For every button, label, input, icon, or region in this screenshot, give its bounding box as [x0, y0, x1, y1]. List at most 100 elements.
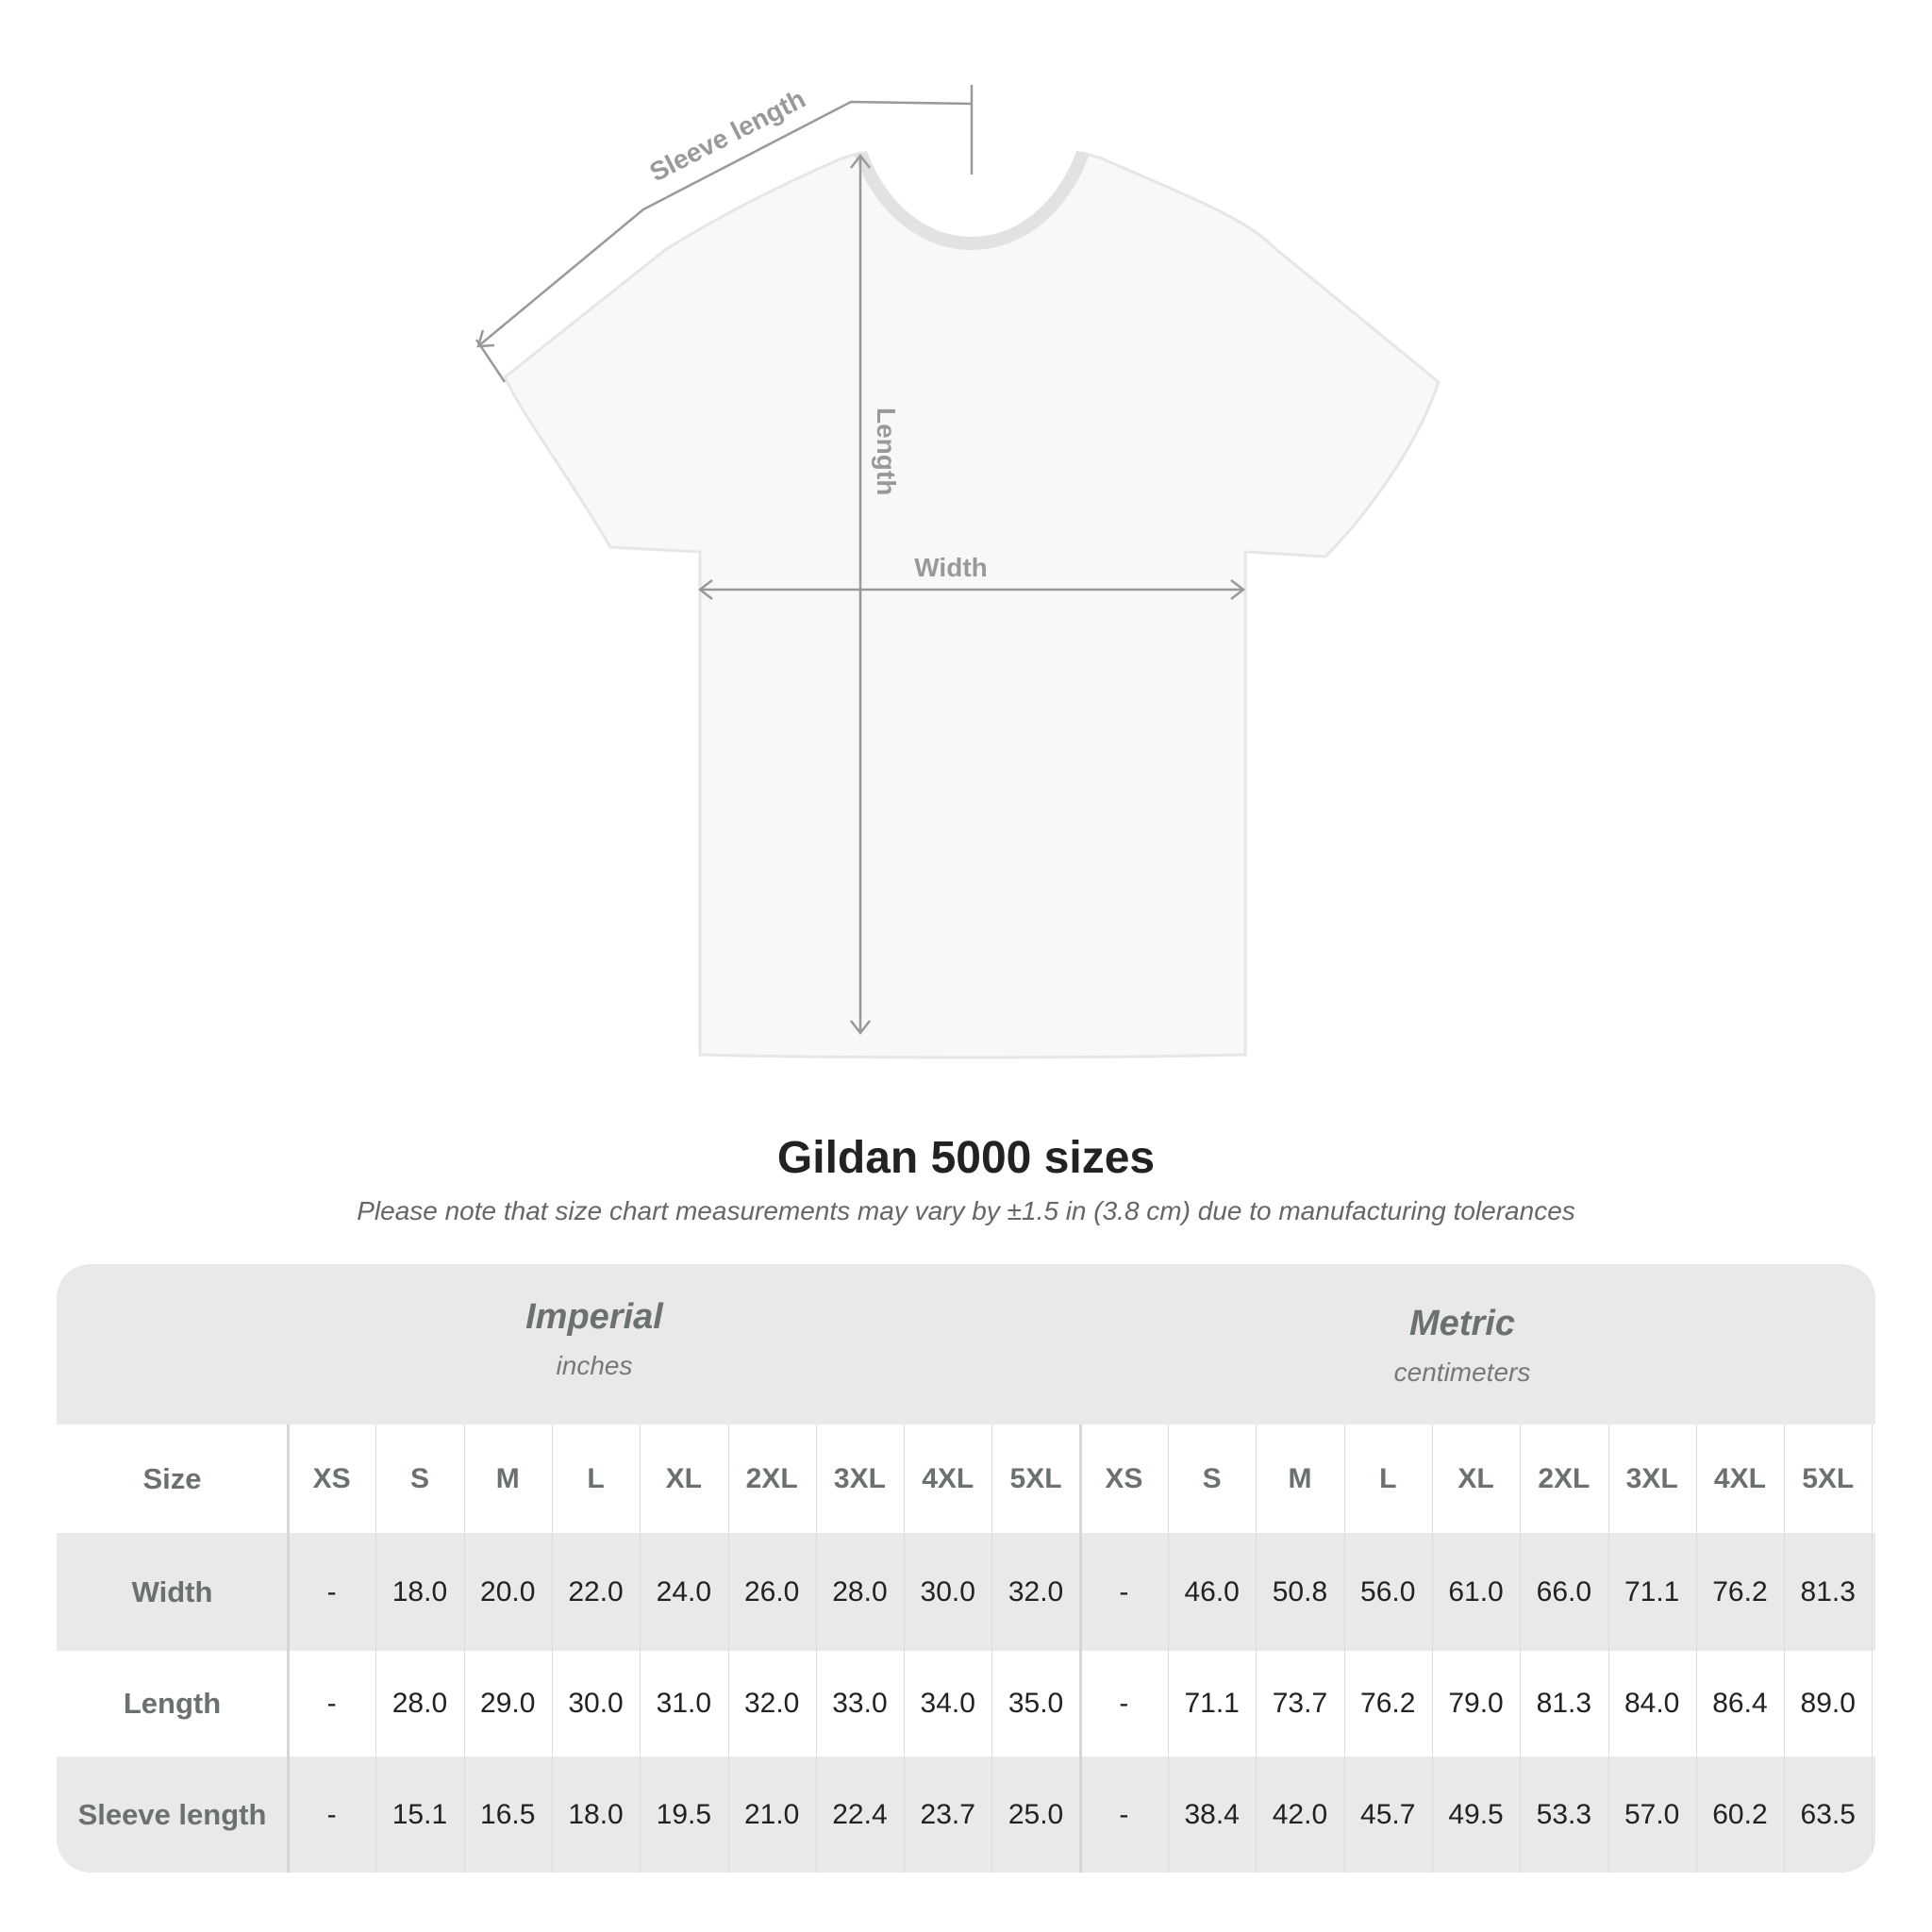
size-header-metric: M [1288, 1462, 1312, 1494]
size-header-imperial: L [587, 1462, 605, 1494]
row-band-sleeve [57, 1757, 1875, 1873]
size-header-metric: 3XL [1625, 1462, 1678, 1494]
metric-value: 89.0 [1800, 1688, 1856, 1719]
metric-value: 61.0 [1448, 1575, 1504, 1607]
size-header-metric: S [1202, 1462, 1222, 1494]
imperial-value: 34.0 [920, 1688, 975, 1719]
size-table: Imperial inches Metric centimeters Size X… [57, 1264, 1875, 1873]
length-label: Length [872, 408, 901, 495]
size-header: Size [142, 1461, 202, 1495]
imperial-value: 18.0 [568, 1798, 624, 1830]
column-divider [551, 1424, 553, 1873]
imperial-value: 26.0 [743, 1575, 800, 1607]
metric-title: Metric [1409, 1304, 1515, 1343]
metric-value: 71.1 [1624, 1575, 1680, 1607]
column-divider [1168, 1424, 1169, 1873]
imperial-header: Imperial inches [311, 1297, 877, 1381]
metric-value: 57.0 [1624, 1798, 1680, 1830]
size-header-imperial: 2XL [745, 1462, 798, 1494]
metric-value: 46.0 [1184, 1575, 1240, 1607]
imperial-value: 29.0 [480, 1688, 536, 1719]
imperial-value: 15.1 [391, 1798, 448, 1830]
length-arrow-bottom [850, 1020, 871, 1036]
column-divider [815, 1424, 817, 1873]
column-divider [1256, 1424, 1257, 1873]
metric-value: 73.7 [1272, 1688, 1328, 1719]
imperial-value: 31.0 [656, 1688, 712, 1719]
imperial-value: 20.0 [480, 1575, 536, 1607]
metric-value: 45.7 [1360, 1798, 1416, 1830]
imperial-value: 21.0 [743, 1798, 800, 1830]
metric-value: 76.2 [1360, 1688, 1416, 1719]
metric-value: - [1119, 1575, 1129, 1607]
size-header-metric: XS [1105, 1462, 1143, 1494]
imperial-value: 25.0 [1008, 1798, 1064, 1830]
metric-unit: centimeters [1393, 1357, 1531, 1387]
width-arrow-left [697, 579, 713, 600]
sleeve-arrow [476, 329, 495, 348]
row-band-width [57, 1533, 1875, 1651]
column-divider [287, 1424, 290, 1873]
column-divider [1695, 1424, 1697, 1873]
sleeve-measure-line [477, 100, 973, 347]
column-divider [1784, 1424, 1786, 1873]
metric-value: 56.0 [1360, 1575, 1416, 1607]
imperial-value: 19.5 [656, 1798, 712, 1830]
imperial-value: 23.7 [920, 1798, 975, 1830]
tshirt-diagram: Sleeve length Length Width [475, 84, 1441, 1059]
column-divider [1872, 1424, 1874, 1873]
metric-value: 42.0 [1272, 1798, 1328, 1830]
imperial-value: 32.0 [1008, 1575, 1064, 1607]
metric-value: 66.0 [1536, 1575, 1592, 1607]
collar [854, 150, 1090, 250]
page-title: Gildan 5000 sizes [776, 1133, 1156, 1183]
size-header-imperial: 5XL [1009, 1462, 1062, 1494]
imperial-title: Imperial [525, 1297, 663, 1337]
column-divider [727, 1424, 729, 1873]
tshirt-shape [503, 151, 1441, 1059]
metric-value: - [1119, 1798, 1129, 1830]
metric-value: 79.0 [1448, 1688, 1504, 1719]
column-divider [375, 1424, 377, 1873]
imperial-value: 22.0 [568, 1575, 624, 1607]
column-divider [1520, 1424, 1522, 1873]
column-divider [991, 1424, 993, 1873]
imperial-value: - [326, 1688, 337, 1719]
column-divider [463, 1424, 465, 1873]
length-arrow-top [850, 153, 871, 169]
metric-value: 81.3 [1536, 1688, 1592, 1719]
size-header-imperial: M [495, 1462, 520, 1494]
row-label: Sleeve length [77, 1797, 267, 1831]
metric-value: 63.5 [1800, 1798, 1856, 1830]
unit-header-band [57, 1264, 1875, 1424]
metric-value: 53.3 [1536, 1798, 1592, 1830]
tolerance-note: Please note that size chart measurements… [357, 1196, 1575, 1225]
metric-value: - [1119, 1688, 1129, 1719]
size-header-metric: 5XL [1802, 1462, 1855, 1494]
column-divider [640, 1424, 641, 1873]
size-header-metric: XL [1457, 1462, 1494, 1494]
width-arrow-right [1230, 579, 1246, 600]
imperial-value: - [326, 1798, 337, 1830]
imperial-value: 22.4 [832, 1798, 888, 1830]
metric-value: 60.2 [1712, 1798, 1768, 1830]
imperial-value: 16.5 [480, 1798, 536, 1830]
size-header-imperial: S [409, 1462, 429, 1494]
unit-divider [1078, 1424, 1082, 1873]
size-header-metric: 2XL [1538, 1462, 1591, 1494]
imperial-value: 28.0 [391, 1688, 448, 1719]
size-header-metric: L [1379, 1462, 1397, 1494]
metric-header: Metric centimeters [1179, 1304, 1745, 1388]
imperial-value: 18.0 [391, 1575, 448, 1607]
metric-value: 76.2 [1712, 1575, 1768, 1607]
imperial-value: 28.0 [832, 1575, 888, 1607]
size-header-imperial: 3XL [833, 1462, 886, 1494]
width-label: Width [914, 553, 988, 582]
column-divider [1343, 1424, 1345, 1873]
imperial-value: 32.0 [743, 1688, 800, 1719]
column-divider [1607, 1424, 1609, 1873]
imperial-value: 30.0 [920, 1575, 975, 1607]
metric-value: 49.5 [1448, 1798, 1504, 1830]
metric-value: 81.3 [1800, 1575, 1856, 1607]
metric-value: 84.0 [1624, 1688, 1680, 1719]
